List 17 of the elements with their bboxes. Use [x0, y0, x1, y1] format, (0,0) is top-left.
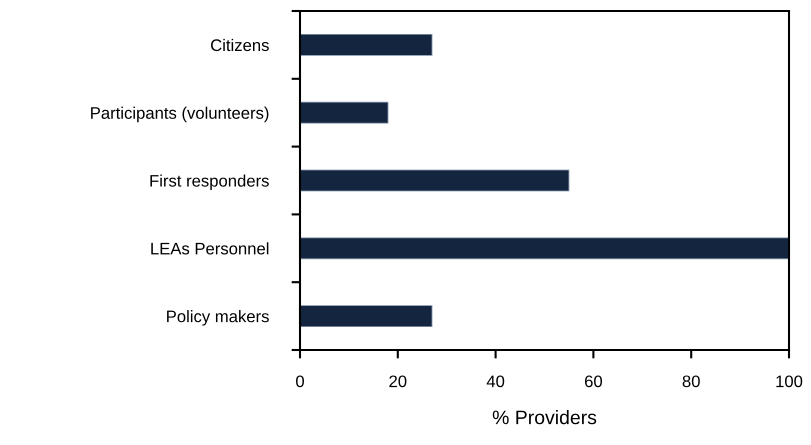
bar [300, 34, 432, 56]
bar [300, 305, 432, 328]
x-tick-label: 80 [682, 375, 700, 388]
y-tick-label: LEAs Personnel [151, 242, 268, 255]
x-tick-label: 20 [389, 375, 406, 388]
y-tick-label: Policy makers [167, 310, 269, 326]
bar [300, 170, 570, 192]
x-tick-label: 40 [486, 375, 504, 388]
bar [300, 237, 789, 260]
y-tick-label: First responders [150, 174, 269, 190]
x-tick-label: 100 [776, 375, 802, 388]
x-tick-label: 0 [296, 375, 304, 388]
y-tick-label: Citizens [211, 38, 269, 52]
x-axis-title: % Providers [492, 410, 596, 424]
bar [300, 102, 388, 124]
y-tick-label: Participants (volunteers) [91, 106, 268, 122]
x-tick-label: 60 [584, 375, 602, 388]
